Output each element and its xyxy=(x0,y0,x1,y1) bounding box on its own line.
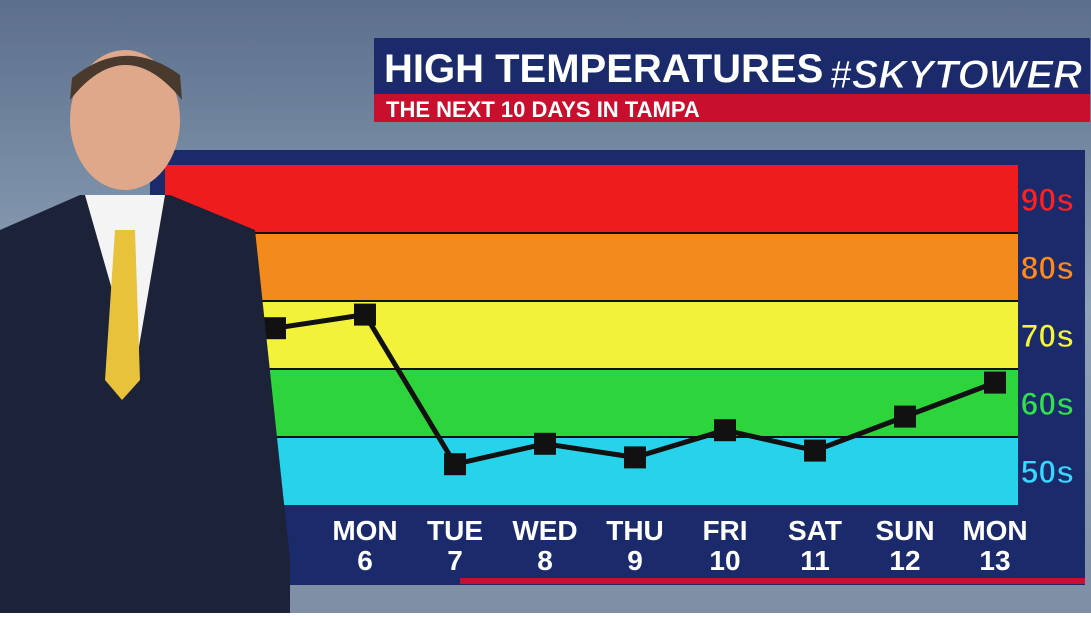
data-point xyxy=(624,446,646,469)
x-tick-day: FRI xyxy=(702,515,747,546)
data-point xyxy=(984,371,1006,394)
x-tick-date: 8 xyxy=(537,545,553,576)
temperature-band xyxy=(165,437,1018,505)
presenter xyxy=(0,50,290,613)
chart-title: HIGH TEMPERATURES xyxy=(384,47,823,91)
temperature-band xyxy=(165,165,1018,233)
y-tick-label: 60s xyxy=(1021,386,1074,422)
data-point xyxy=(714,419,736,442)
x-tick-day: SUN xyxy=(875,515,934,546)
presenter-head xyxy=(70,50,180,190)
title-box xyxy=(374,38,1090,96)
x-tick-date: 9 xyxy=(627,545,643,576)
presenter-suit xyxy=(0,195,290,613)
presenter-hair xyxy=(70,55,182,100)
x-tick-date: 7 xyxy=(447,545,463,576)
x-tick-date: 11 xyxy=(800,545,830,576)
x-tick-date: 6 xyxy=(357,545,373,576)
x-tick-day: SAT xyxy=(788,515,842,546)
x-tick-date: 10 xyxy=(709,545,740,576)
x-tick-date: 13 xyxy=(979,545,1010,576)
y-tick-label: 50s xyxy=(1021,454,1074,490)
data-point xyxy=(264,317,286,340)
temperature-band xyxy=(165,233,1018,301)
chart-subtitle: THE NEXT 10 DAYS IN TAMPA xyxy=(386,97,700,122)
x-tick-day: MON xyxy=(332,515,397,546)
data-point xyxy=(354,303,376,326)
data-point xyxy=(804,439,826,462)
x-tick-day: TUE xyxy=(427,515,483,546)
temperature-band xyxy=(165,369,1018,437)
accent-bar xyxy=(460,578,1085,584)
data-point xyxy=(444,453,466,476)
data-point xyxy=(894,405,916,428)
data-point xyxy=(534,432,556,455)
y-tick-label: 90s xyxy=(1021,182,1074,218)
x-tick-date: 12 xyxy=(889,545,920,576)
plot: 50s 60s 70s 80s 90s xyxy=(165,165,1075,505)
temperature-band xyxy=(165,301,1018,369)
y-tick-label: 70s xyxy=(1021,318,1074,354)
presenter-tie xyxy=(105,230,140,400)
brand-logo: #SKYTOWER xyxy=(829,53,1082,97)
x-tick-day: THU xyxy=(606,515,664,546)
x-tick-day: WED xyxy=(512,515,577,546)
y-tick-label: 80s xyxy=(1021,250,1074,286)
x-tick-day: MON xyxy=(962,515,1027,546)
subtitle-box xyxy=(374,94,1090,122)
